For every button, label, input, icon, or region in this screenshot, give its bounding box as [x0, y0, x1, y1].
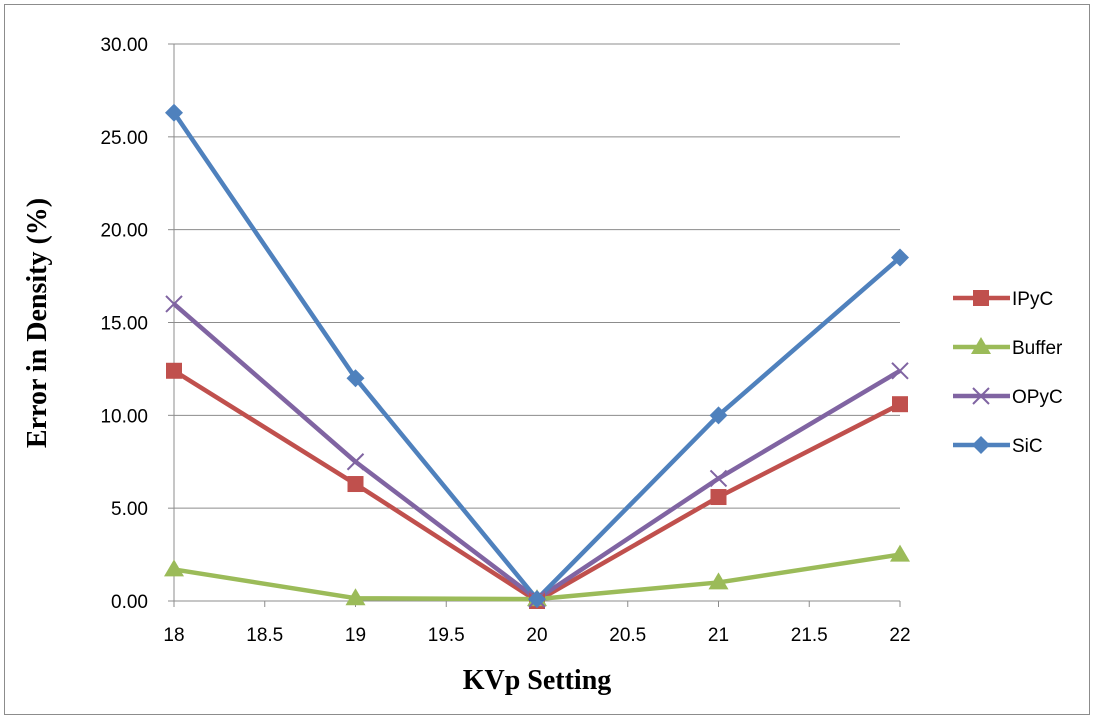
x-tick-labels: 18 18.5 19 19.5 20 20.5 21 21.5 22: [163, 625, 910, 646]
y-tick-labels: 0.00 5.00 10.00 15.00 20.00 25.00 30.00: [100, 35, 148, 613]
marker-sic: [346, 369, 365, 388]
legend-label-sic: SiC: [1012, 436, 1043, 457]
x-axis-title: KVp Setting: [463, 665, 612, 696]
x-tick-label: 18.5: [246, 625, 283, 646]
series-line-sic: [172, 111, 902, 602]
x-tick-label: 18: [163, 625, 184, 646]
y-tick-label: 30.00: [100, 35, 148, 56]
x-tick-label: 20: [526, 625, 547, 646]
legend-label-opyc: OPyC: [1012, 387, 1063, 408]
y-tick-label: 25.00: [100, 128, 148, 149]
y-tick-label: 0.00: [111, 592, 148, 613]
x-tick-label: 19: [345, 625, 366, 646]
marker-ipyc: [347, 476, 364, 493]
marker-buffer: [708, 572, 729, 590]
series-line-ipyc: [172, 368, 902, 604]
marker-sic: [165, 103, 183, 122]
series-lines: [172, 111, 902, 604]
y-tick-label: 10.00: [100, 406, 148, 427]
marker-buffer: [345, 588, 366, 606]
marker-opyc: [165, 295, 183, 313]
x-tick-label: 19.5: [428, 625, 465, 646]
y-tick-label: 5.00: [111, 499, 148, 520]
legend-marker-buffer: [971, 337, 991, 354]
x-tick-label: 20.5: [609, 625, 646, 646]
marker-opyc: [709, 469, 728, 488]
x-tick-label: 22: [889, 625, 910, 646]
marker-ipyc: [710, 489, 727, 506]
y-axis-title: Error in Density (%): [22, 198, 53, 448]
marker-ipyc: [892, 396, 908, 413]
x-tick-label: 21.5: [791, 625, 828, 646]
marker-sic: [709, 406, 728, 425]
legend-marker-ipyc: [973, 290, 989, 306]
marker-buffer: [890, 544, 910, 562]
axes: [168, 43, 901, 607]
y-tick-label: 15.00: [100, 314, 148, 335]
marker-opyc: [891, 362, 909, 380]
marker-buffer: [164, 559, 184, 577]
legend-marker-sic: [972, 436, 990, 454]
gridlines: [174, 43, 900, 509]
legend-label-buffer: Buffer: [1012, 338, 1063, 359]
marker-opyc: [346, 453, 365, 471]
series-line-opyc: [172, 302, 902, 602]
marker-sic: [528, 590, 546, 609]
legend-marker-opyc: [972, 387, 990, 405]
marker-ipyc: [166, 362, 182, 379]
legend-label-ipyc: IPyC: [1012, 289, 1053, 310]
marker-sic: [891, 248, 909, 267]
x-tick-label: 21: [708, 625, 729, 646]
legend: IPyC Buffer OPyC SiC: [953, 289, 1063, 457]
y-tick-label: 20.00: [100, 221, 148, 242]
series-markers: [164, 103, 910, 609]
